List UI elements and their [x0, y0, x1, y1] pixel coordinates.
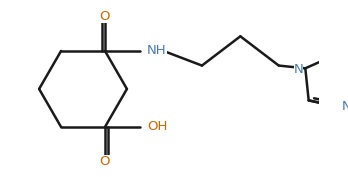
Text: N: N	[342, 100, 348, 113]
Text: N: N	[294, 63, 303, 76]
Text: O: O	[100, 10, 110, 23]
Text: OH: OH	[147, 121, 167, 133]
Text: NH: NH	[147, 44, 167, 57]
Text: O: O	[100, 155, 110, 168]
